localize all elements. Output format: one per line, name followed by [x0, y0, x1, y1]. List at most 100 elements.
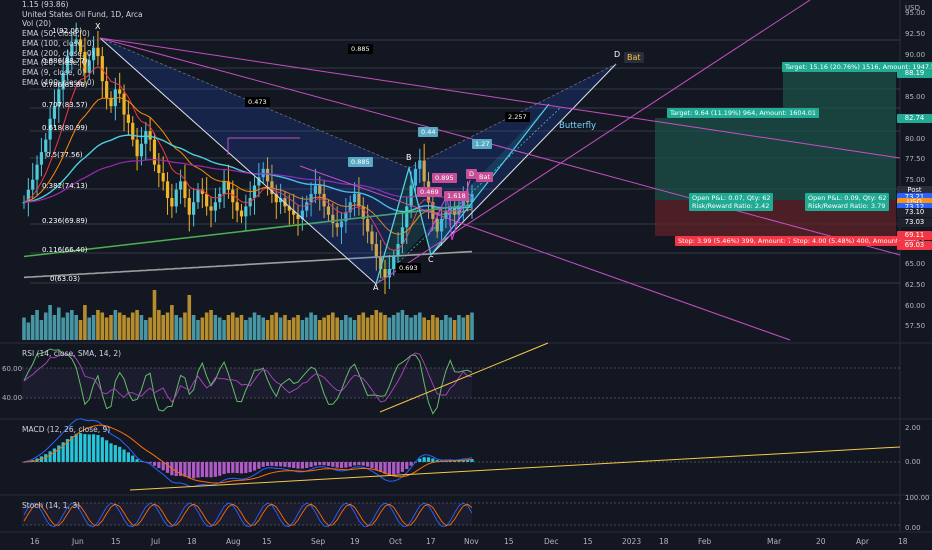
macd-histogram-bar: [470, 459, 474, 462]
macd-histogram-bar: [83, 434, 87, 462]
candle: [405, 206, 409, 228]
volume-bar: [404, 315, 409, 340]
time-tick: 18: [187, 537, 197, 546]
volume-bar: [157, 310, 161, 340]
volume-bar: [400, 310, 405, 340]
macd-histogram-bar: [361, 462, 365, 466]
stoch-band-fill: [22, 503, 472, 525]
candle: [170, 198, 174, 207]
legend-ema-50[interactable]: EMA (50, close, 0): [22, 29, 90, 39]
bat-pattern-label: Bat: [624, 52, 644, 63]
macd-histogram-bar: [235, 462, 239, 474]
rsi-pane-label[interactable]: RSI (14, close, SMA, 14, 2): [22, 349, 122, 358]
candle: [235, 202, 239, 211]
macd-histogram-bar: [122, 449, 126, 462]
candle: [252, 185, 257, 199]
macd-histogram-bar: [379, 462, 383, 472]
ema-100-line: [23, 158, 472, 203]
candle: [87, 60, 91, 73]
candle: [361, 206, 365, 219]
time-tick: 19: [350, 537, 360, 546]
macd-histogram-bar: [387, 462, 391, 475]
candle: [244, 206, 248, 217]
ema-200-line: [23, 204, 473, 258]
macd-histogram-bar: [318, 462, 322, 466]
volume-bar: [74, 315, 78, 340]
legend-volume[interactable]: Vol (20): [22, 19, 52, 29]
price-tick: 77.50: [905, 155, 926, 164]
macd-histogram-bar: [326, 462, 331, 466]
macd-histogram-bar: [453, 460, 457, 462]
candle: [61, 72, 65, 90]
volume-bar: [252, 312, 257, 340]
macd-histogram-bar: [70, 436, 74, 462]
candle: [122, 93, 126, 115]
candle: [48, 118, 52, 140]
fib-label-0116: 0.116(66.40): [42, 246, 88, 254]
price-tick: 65.00: [905, 259, 926, 268]
trade1-rr-text: Risk/Reward Ratio: 2.42: [692, 202, 770, 210]
macd-histogram-bar: [296, 462, 300, 469]
volume-bar: [274, 312, 279, 340]
candle: [383, 269, 387, 278]
macd-histogram-bar: [65, 439, 70, 462]
legend-ema-100[interactable]: EMA (100, close, 0): [22, 38, 95, 48]
volume-bar: [370, 315, 374, 340]
fib-label-0: 0(63.03): [50, 275, 80, 283]
volume-bar: [52, 315, 57, 340]
macd-histogram-bar: [239, 462, 244, 474]
legend-ema-9[interactable]: EMA (9, close, 0): [22, 67, 85, 77]
macd-histogram-bar: [100, 437, 104, 462]
legend-ema-400[interactable]: EMA (400, close, 0): [22, 77, 95, 87]
candle: [439, 218, 444, 232]
volume-bar: [87, 317, 92, 340]
time-tick: Jul: [151, 537, 161, 546]
time-tick: 18: [898, 537, 908, 546]
candle: [226, 181, 231, 190]
legend-symbol[interactable]: United States Oil Fund, 1D, Arca: [22, 9, 143, 19]
macd-histogram-bar: [118, 446, 122, 462]
legend-ema-200[interactable]: EMA (200, close, 0): [22, 48, 95, 58]
macd-pane-label[interactable]: MACD (12, 26, close, 9): [22, 425, 111, 434]
stoch-pane-label[interactable]: Stoch (14, 1, 3): [22, 501, 81, 510]
ema-400-line: [23, 250, 473, 279]
macd-histogram-bar: [192, 462, 196, 479]
time-tick: Apr: [856, 537, 869, 546]
volume-bar: [235, 317, 239, 340]
volume-bar: [70, 310, 74, 340]
macd-histogram-bar: [209, 462, 213, 478]
small-bat-line: [427, 179, 471, 241]
time-tick: 15: [504, 537, 514, 546]
trade2-rr-text: Risk/Reward Ratio: 3.79: [808, 202, 886, 210]
candle: [205, 193, 209, 207]
volume-bar: [374, 310, 379, 340]
volume-bar: [226, 315, 231, 340]
candle: [300, 210, 304, 219]
candle: [231, 189, 235, 203]
macd-histogram-bar: [305, 462, 309, 468]
candle: [274, 193, 278, 203]
volume-bar: [335, 317, 339, 340]
macd-histogram-bar: [348, 462, 352, 467]
volume-bar: [326, 315, 331, 340]
volume-bar: [309, 312, 313, 340]
volume-bar: [222, 320, 226, 340]
candle: [109, 97, 113, 107]
legend-ema-20[interactable]: EMA (20, close, 0): [22, 58, 90, 68]
price-tag: Post: [897, 186, 932, 195]
time-tick: Oct: [389, 537, 402, 546]
volume-bar: [418, 312, 422, 340]
trade1-profit-zone: [655, 118, 783, 200]
candle: [161, 173, 165, 182]
fib-label-0236: 0.236(69.89): [42, 217, 88, 225]
macd-histogram-bar: [335, 462, 339, 468]
volume-bar: [239, 315, 244, 340]
ratio-label-butterfly-xb: 0.885: [348, 157, 373, 167]
volume-bar: [126, 317, 131, 340]
candle: [387, 269, 391, 278]
volume-bar: [183, 312, 187, 340]
macd-histogram-bar: [196, 462, 200, 478]
candle: [374, 243, 378, 257]
candle: [422, 160, 426, 182]
